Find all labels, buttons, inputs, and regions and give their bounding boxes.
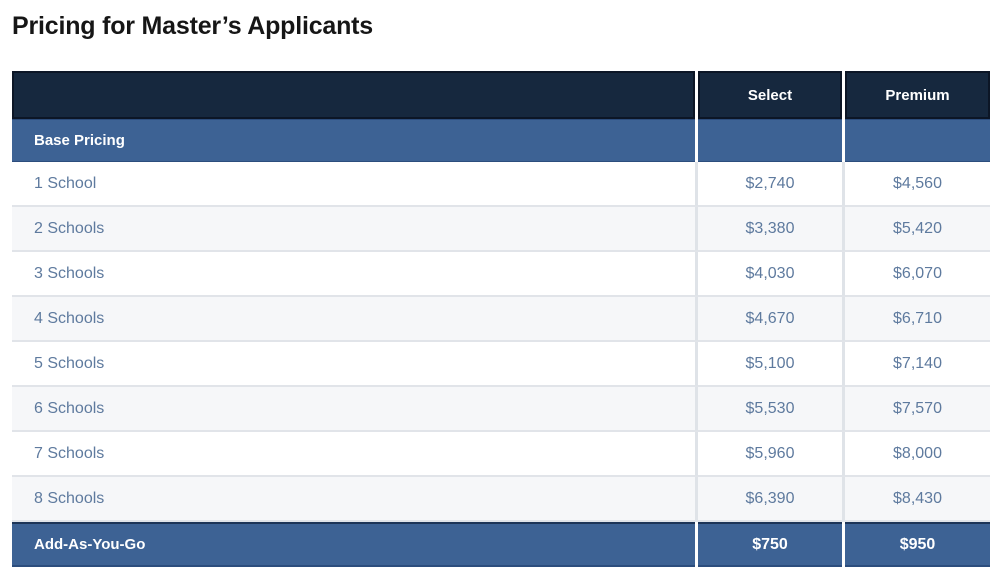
premium-price: $6,710 (845, 297, 990, 341)
section-premium-cell (845, 119, 990, 162)
select-price: $5,100 (698, 342, 842, 386)
premium-price: $7,570 (845, 387, 990, 431)
select-price: $5,530 (698, 387, 842, 431)
school-label: 7 Schools (12, 432, 695, 476)
table-row: 2 Schools $3,380 $5,420 (12, 207, 990, 252)
header-empty-cell (12, 71, 695, 119)
page: Pricing for Master’s Applicants Select P… (12, 12, 990, 567)
table-row: 5 Schools $5,100 $7,140 (12, 342, 990, 387)
page-title: Pricing for Master’s Applicants (12, 12, 374, 40)
section-select-cell (698, 119, 842, 162)
school-label: 6 Schools (12, 387, 695, 431)
school-label: 3 Schools (12, 252, 695, 296)
table-row: 8 Schools $6,390 $8,430 (12, 477, 990, 522)
table-row: 4 Schools $4,670 $6,710 (12, 297, 990, 342)
select-price: $6,390 (698, 477, 842, 521)
section-label: Base Pricing (12, 119, 695, 162)
school-label: 2 Schools (12, 207, 695, 251)
pricing-table: Select Premium Base Pricing 1 School $2,… (12, 71, 990, 567)
school-label: 4 Schools (12, 297, 695, 341)
premium-price: $5,420 (845, 207, 990, 251)
select-price: $4,030 (698, 252, 842, 296)
select-price: $5,960 (698, 432, 842, 476)
footer-label: Add-As-You-Go (12, 522, 695, 567)
premium-price: $7,140 (845, 342, 990, 386)
school-label: 5 Schools (12, 342, 695, 386)
section-row-add-as-you-go: Add-As-You-Go $750 $950 (12, 522, 990, 567)
section-row-base-pricing: Base Pricing (12, 119, 990, 162)
header-premium-cell: Premium (845, 71, 990, 119)
table-row: 6 Schools $5,530 $7,570 (12, 387, 990, 432)
select-price: $4,670 (698, 297, 842, 341)
header-select-cell: Select (698, 71, 842, 119)
table-row: 7 Schools $5,960 $8,000 (12, 432, 990, 477)
premium-price: $8,000 (845, 432, 990, 476)
premium-price: $4,560 (845, 162, 990, 206)
table-row: 3 Schools $4,030 $6,070 (12, 252, 990, 297)
table-header-row: Select Premium (12, 71, 990, 119)
select-price: $3,380 (698, 207, 842, 251)
table-row: 1 School $2,740 $4,560 (12, 162, 990, 207)
select-price: $2,740 (698, 162, 842, 206)
premium-price: $8,430 (845, 477, 990, 521)
footer-premium-price: $950 (845, 522, 990, 567)
school-label: 1 School (12, 162, 695, 206)
school-label: 8 Schools (12, 477, 695, 521)
premium-price: $6,070 (845, 252, 990, 296)
footer-select-price: $750 (698, 522, 842, 567)
